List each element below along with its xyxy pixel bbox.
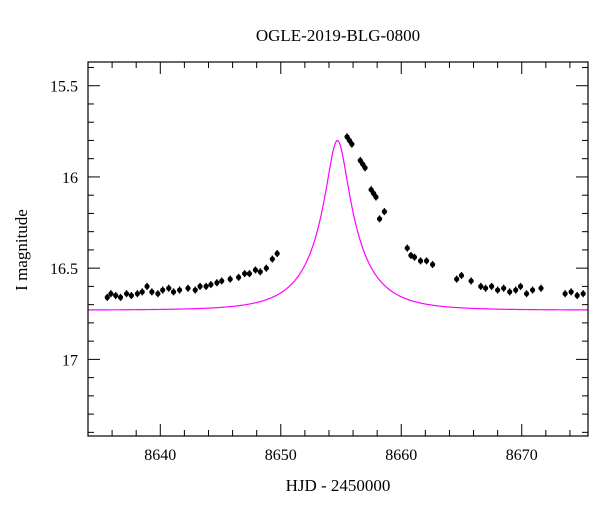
plot-frame <box>87 61 589 437</box>
x-tick-label: 8660 <box>385 447 417 464</box>
x-tick-label: 8670 <box>506 447 538 464</box>
y-tick-label: 16.5 <box>50 261 78 278</box>
chart-title: OGLE-2019-BLG-0800 <box>255 26 421 45</box>
y-tick-label: 15.5 <box>50 79 78 96</box>
model-curve <box>88 140 589 311</box>
x-tick-label: 8640 <box>144 447 176 464</box>
y-tick-label: 16 <box>62 170 78 187</box>
x-axis-label: HJD - 2450000 <box>285 476 391 495</box>
y-tick-label: 17 <box>62 352 78 369</box>
x-tick-label: 8650 <box>265 447 297 464</box>
